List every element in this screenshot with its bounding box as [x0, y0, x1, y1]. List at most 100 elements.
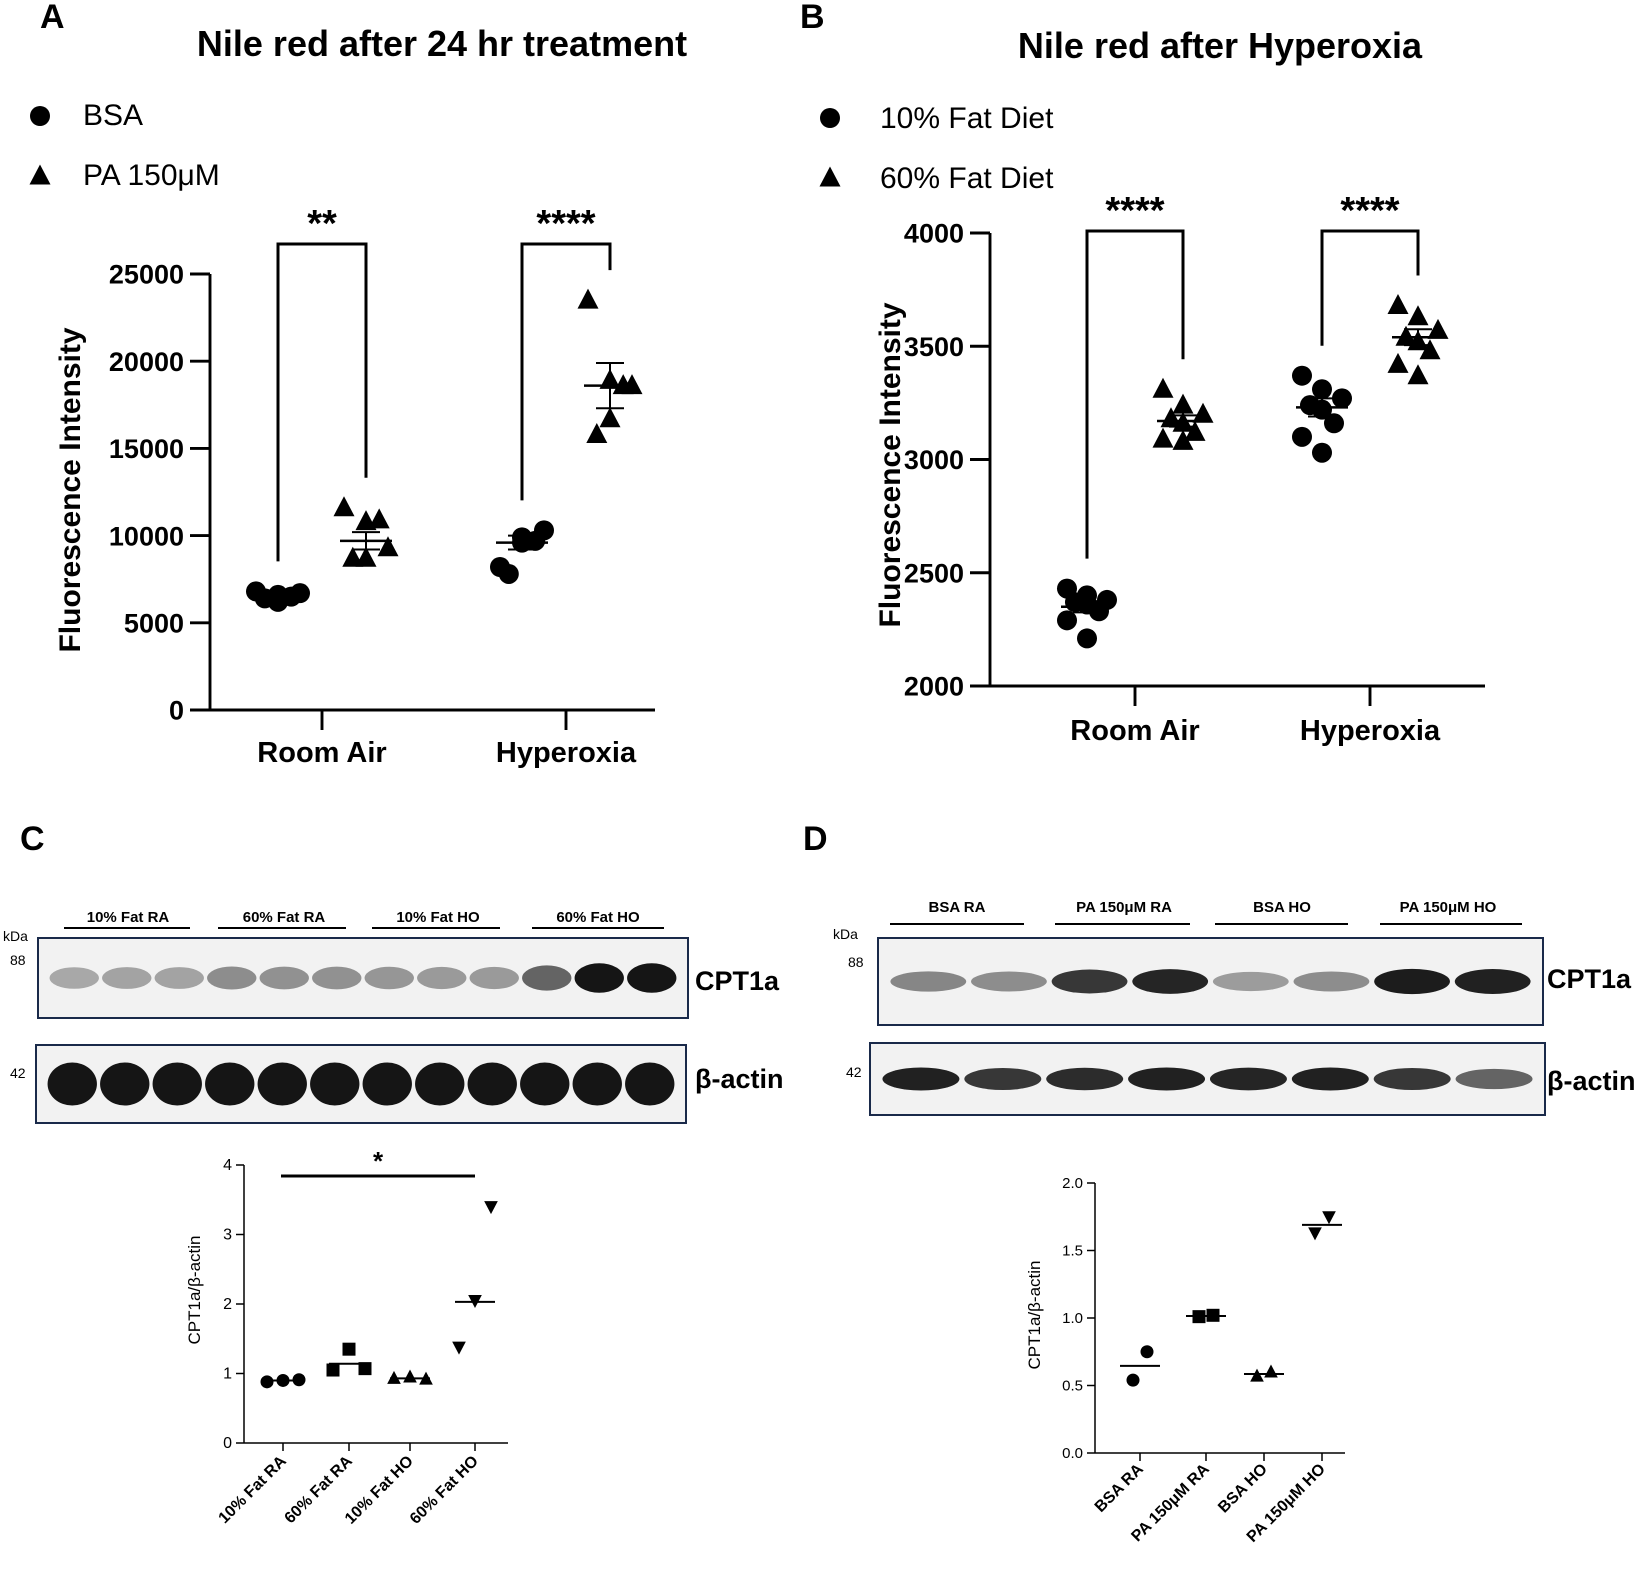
chart-a-point-s1-c0-3	[342, 546, 364, 567]
chart-a-title: Nile red after 24 hr treatment	[197, 23, 687, 64]
chart-b-point-s1-c0-1	[1172, 393, 1194, 414]
blot-c-band-0-11	[627, 963, 677, 993]
chart-b-point-s0-c1-0	[1292, 365, 1312, 386]
chart-c-point-c0-0	[260, 1375, 274, 1389]
chart-b-point-s0-c1-5	[1324, 413, 1344, 434]
blot-c-band-0-3	[207, 966, 257, 990]
legend-a-symbol-1	[29, 164, 51, 185]
chart-b-point-s0-c0-5	[1089, 601, 1109, 622]
blot-c-group-label-1: 10% Fat RA	[87, 909, 170, 926]
chart-a-ytick-label-3: 15000	[109, 434, 184, 464]
blot-d-band-0-0	[890, 971, 967, 992]
chart-d-ytick-label-1: 0.5	[1062, 1378, 1083, 1395]
chart-b-point-s1-c1-1	[1407, 305, 1429, 326]
chart-b-point-s1-c1-7	[1407, 364, 1429, 385]
chart-c-category-label-0: 10% Fat RA	[216, 1452, 291, 1527]
chart-b-point-s0-c1-1	[1312, 379, 1332, 400]
chart-c-ytick-label-1: 1	[223, 1366, 232, 1383]
chart-d-category-label-2: BSA HO	[1215, 1461, 1271, 1517]
chart-a-point-s1-c1-4	[599, 407, 621, 428]
chart-d-point-c1-0	[1192, 1310, 1206, 1324]
chart-c-point-c3-2	[484, 1201, 498, 1215]
blot-d-label-bactin: β-actin	[1547, 1066, 1636, 1096]
chart-a-sig-label-1: ****	[536, 203, 595, 245]
chart-b-sig-bracket-1	[1320, 229, 1420, 346]
blot-c-marker-88: 88	[10, 952, 26, 968]
chart-a-ytick-label-0: 0	[169, 696, 184, 726]
blot-c	[35, 927, 689, 1124]
blot-c-band-0-9	[522, 965, 572, 991]
chart-b-sig-label-1: ****	[1340, 190, 1399, 232]
legend-a-pa-label: PA 150μM	[83, 159, 220, 192]
blot-d-marker-42: 42	[846, 1064, 862, 1080]
chart-d-ylabel: CPT1a/β-actin	[1025, 1261, 1044, 1370]
chart-a-point-s0-c1-5	[525, 530, 546, 551]
chart-b-point-s1-c0-5	[1184, 420, 1206, 441]
blot-d	[869, 923, 1546, 1116]
blot-d-band-1-7	[1455, 1068, 1533, 1090]
chart-a-sig-bracket-0	[276, 242, 368, 562]
chart-b-point-s0-c0-6	[1057, 610, 1077, 631]
chart-c-point-c2-2	[419, 1371, 433, 1385]
blot-d-band-1-1	[964, 1067, 1042, 1091]
blot-d-band-0-6	[1374, 968, 1450, 995]
chart-c-ytick-label-0: 0	[223, 1435, 232, 1452]
panel-letter-b: B	[800, 0, 825, 36]
chart-c-sig-label-0: *	[373, 1146, 384, 1176]
chart-b-sig-label-0: ****	[1105, 190, 1164, 232]
blot-d-band-0-1	[971, 971, 1047, 992]
chart-c-point-c0-1	[276, 1373, 290, 1387]
chart-d-ytick-label-0: 0.0	[1062, 1445, 1083, 1462]
chart-c-ylabel: CPT1a/β-actin	[185, 1236, 204, 1345]
blot-d-band-0-2	[1051, 969, 1128, 994]
chart-d-ytick-label-2: 1.0	[1062, 1310, 1083, 1327]
chart-b-ytick-label-2: 3000	[904, 445, 964, 475]
chart-b-sig-bracket-0	[1085, 229, 1185, 559]
blot-c-marker-42: 42	[10, 1065, 26, 1081]
blot-d-unit: kDa	[833, 926, 858, 942]
chart-b-category-label-0: Room Air	[1070, 715, 1199, 747]
chart-b-point-s1-c1-2	[1427, 318, 1449, 339]
legend-b-symbol-1	[819, 166, 841, 187]
legend-a-bsa-label: BSA	[83, 99, 143, 132]
chart-a-plot: 0 5000 10000 15000 20000 25000 Room Air Hyperox…	[109, 203, 655, 769]
panel-letter-a: A	[40, 0, 65, 36]
blot-c-band-1-5	[310, 1062, 360, 1106]
blot-c-band-1-6	[362, 1062, 412, 1106]
blot-c-band-0-2	[154, 967, 204, 989]
blot-c-band-0-7	[417, 966, 467, 990]
chart-b-point-s1-c1-0	[1387, 293, 1409, 314]
chart-b-point-s1-c0-0	[1152, 377, 1174, 398]
chart-b-ytick-label-3: 3500	[904, 332, 964, 362]
blot-d-band-1-3	[1128, 1067, 1206, 1091]
chart-a-point-s0-c1-3	[498, 563, 519, 584]
chart-b-point-s1-c1-3	[1395, 325, 1417, 346]
chart-c-point-c1-0	[326, 1363, 340, 1377]
blot-d-band-1-4	[1209, 1067, 1287, 1091]
chart-b-ylabel: Fluorescence Intensity	[874, 302, 907, 627]
chart-b-point-s0-c1-2	[1332, 388, 1352, 409]
chart-b-point-s1-c0-4	[1172, 411, 1194, 432]
blot-c-band-0-1	[102, 967, 152, 989]
blot-c-unit: kDa	[3, 928, 28, 944]
blot-d-label-cpt1a: CPT1a	[1547, 964, 1632, 994]
chart-b-title: Nile red after Hyperoxia	[1018, 25, 1423, 66]
blot-d-group-label-3: BSA HO	[1253, 899, 1311, 916]
chart-b-point-s1-c1-6	[1387, 352, 1409, 373]
chart-b-point-s1-c1-4	[1407, 330, 1429, 351]
chart-c-ytick-label-4: 4	[223, 1157, 232, 1174]
blot-c-band-1-4	[257, 1062, 307, 1106]
chart-b-point-s0-c1-7	[1312, 442, 1332, 463]
blot-c-band-1-1	[100, 1062, 150, 1106]
blot-c-band-1-2	[152, 1062, 202, 1106]
legend-a-symbol-0	[30, 106, 50, 126]
chart-a-ytick-label-1: 5000	[124, 609, 184, 639]
blot-d-band-0-3	[1132, 969, 1209, 994]
blot-c-label-bactin: β-actin	[695, 1064, 784, 1094]
chart-b-ytick-label-1: 2500	[904, 558, 964, 588]
chart-b-plot: 2000 2500 3000 3500 4000 Room Air Hyperoxia ***…	[904, 190, 1485, 747]
chart-d-category-label-0: BSA RA	[1092, 1460, 1147, 1515]
blot-d-marker-88: 88	[848, 954, 864, 970]
